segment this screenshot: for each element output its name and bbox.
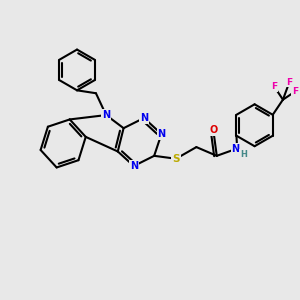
Text: O: O bbox=[210, 125, 218, 136]
Text: N: N bbox=[232, 143, 240, 154]
Text: N: N bbox=[140, 113, 148, 123]
Text: F: F bbox=[271, 82, 277, 91]
Text: H: H bbox=[240, 150, 247, 159]
Text: S: S bbox=[172, 154, 180, 164]
Text: F: F bbox=[286, 78, 292, 87]
Text: F: F bbox=[292, 87, 298, 96]
Text: N: N bbox=[158, 129, 166, 139]
Text: N: N bbox=[130, 161, 138, 171]
Text: N: N bbox=[102, 110, 110, 120]
